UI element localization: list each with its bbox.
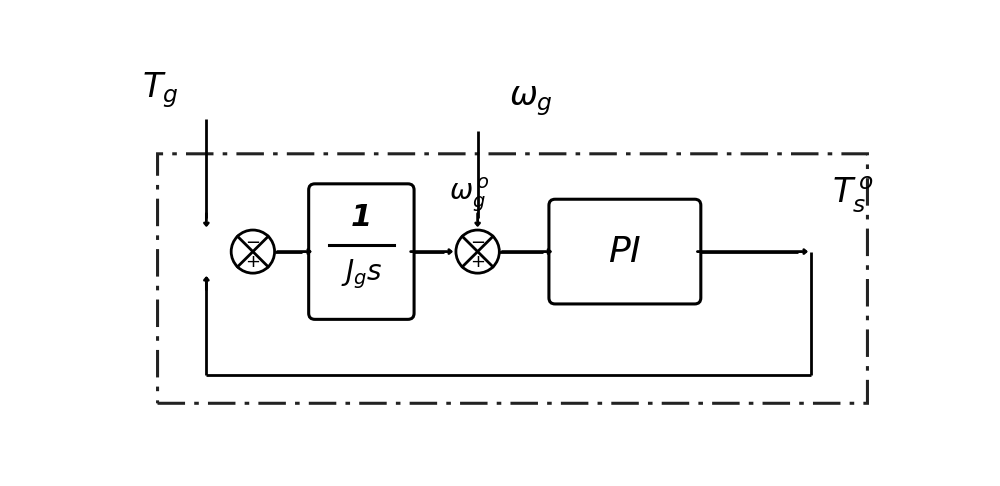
- Text: $\mathit{PI}$: $\mathit{PI}$: [608, 235, 642, 269]
- Text: 1: 1: [351, 203, 372, 232]
- Text: $-$: $-$: [245, 232, 260, 250]
- Text: $\mathit{J}_g s$: $\mathit{J}_g s$: [341, 258, 382, 292]
- Circle shape: [231, 230, 275, 273]
- Circle shape: [456, 230, 499, 273]
- Text: $\mathit{T}_s^{\,o}$: $\mathit{T}_s^{\,o}$: [832, 175, 874, 215]
- FancyBboxPatch shape: [549, 199, 701, 304]
- Text: $\mathit{\omega}_g^{\,o}$: $\mathit{\omega}_g^{\,o}$: [449, 176, 490, 214]
- FancyBboxPatch shape: [309, 184, 414, 319]
- Text: $+$: $+$: [245, 253, 260, 271]
- Text: $\mathit{\omega}_g$: $\mathit{\omega}_g$: [509, 85, 553, 118]
- Text: $-$: $-$: [470, 232, 485, 250]
- Text: $\mathit{T}_g$: $\mathit{T}_g$: [142, 70, 178, 110]
- Text: $+$: $+$: [470, 253, 485, 271]
